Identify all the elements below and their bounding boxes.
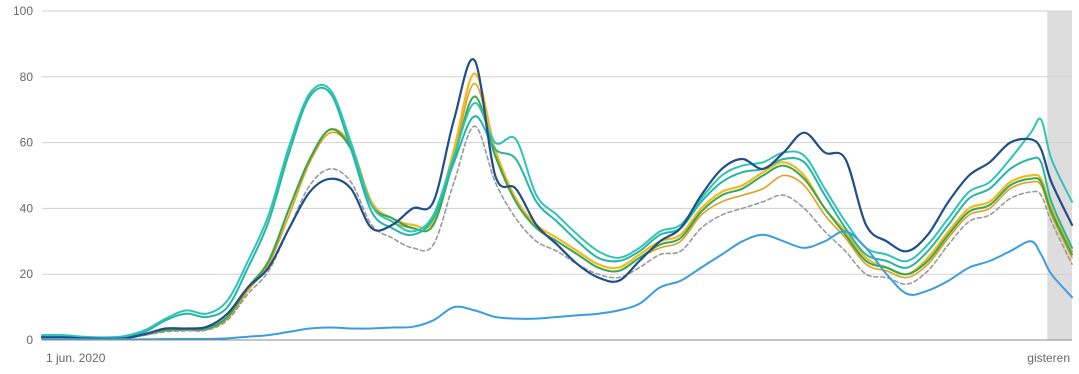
y-tick-label: 60	[20, 136, 34, 150]
series-line-1	[40, 72, 1074, 340]
series-line-7	[40, 58, 1074, 340]
series-line-6	[41, 125, 1073, 340]
y-tick-label: 20	[20, 267, 34, 281]
y-tick-label: 0	[26, 333, 33, 347]
x-tick-label-end: gisteren	[1027, 351, 1070, 365]
series-lines	[40, 58, 1074, 341]
series-line-4	[41, 86, 1073, 340]
y-axis-ticks: 0 20 40 60 80 100	[13, 4, 33, 347]
series-line-2	[41, 82, 1073, 340]
y-tick-label: 100	[13, 4, 33, 18]
y-tick-label: 80	[20, 70, 34, 84]
series-line-8	[41, 230, 1073, 341]
series-line-3	[41, 95, 1073, 340]
x-tick-label-start: 1 jun. 2020	[46, 351, 106, 365]
series-line-5	[41, 83, 1073, 339]
gridlines	[42, 10, 1072, 275]
y-tick-label: 40	[20, 201, 34, 215]
